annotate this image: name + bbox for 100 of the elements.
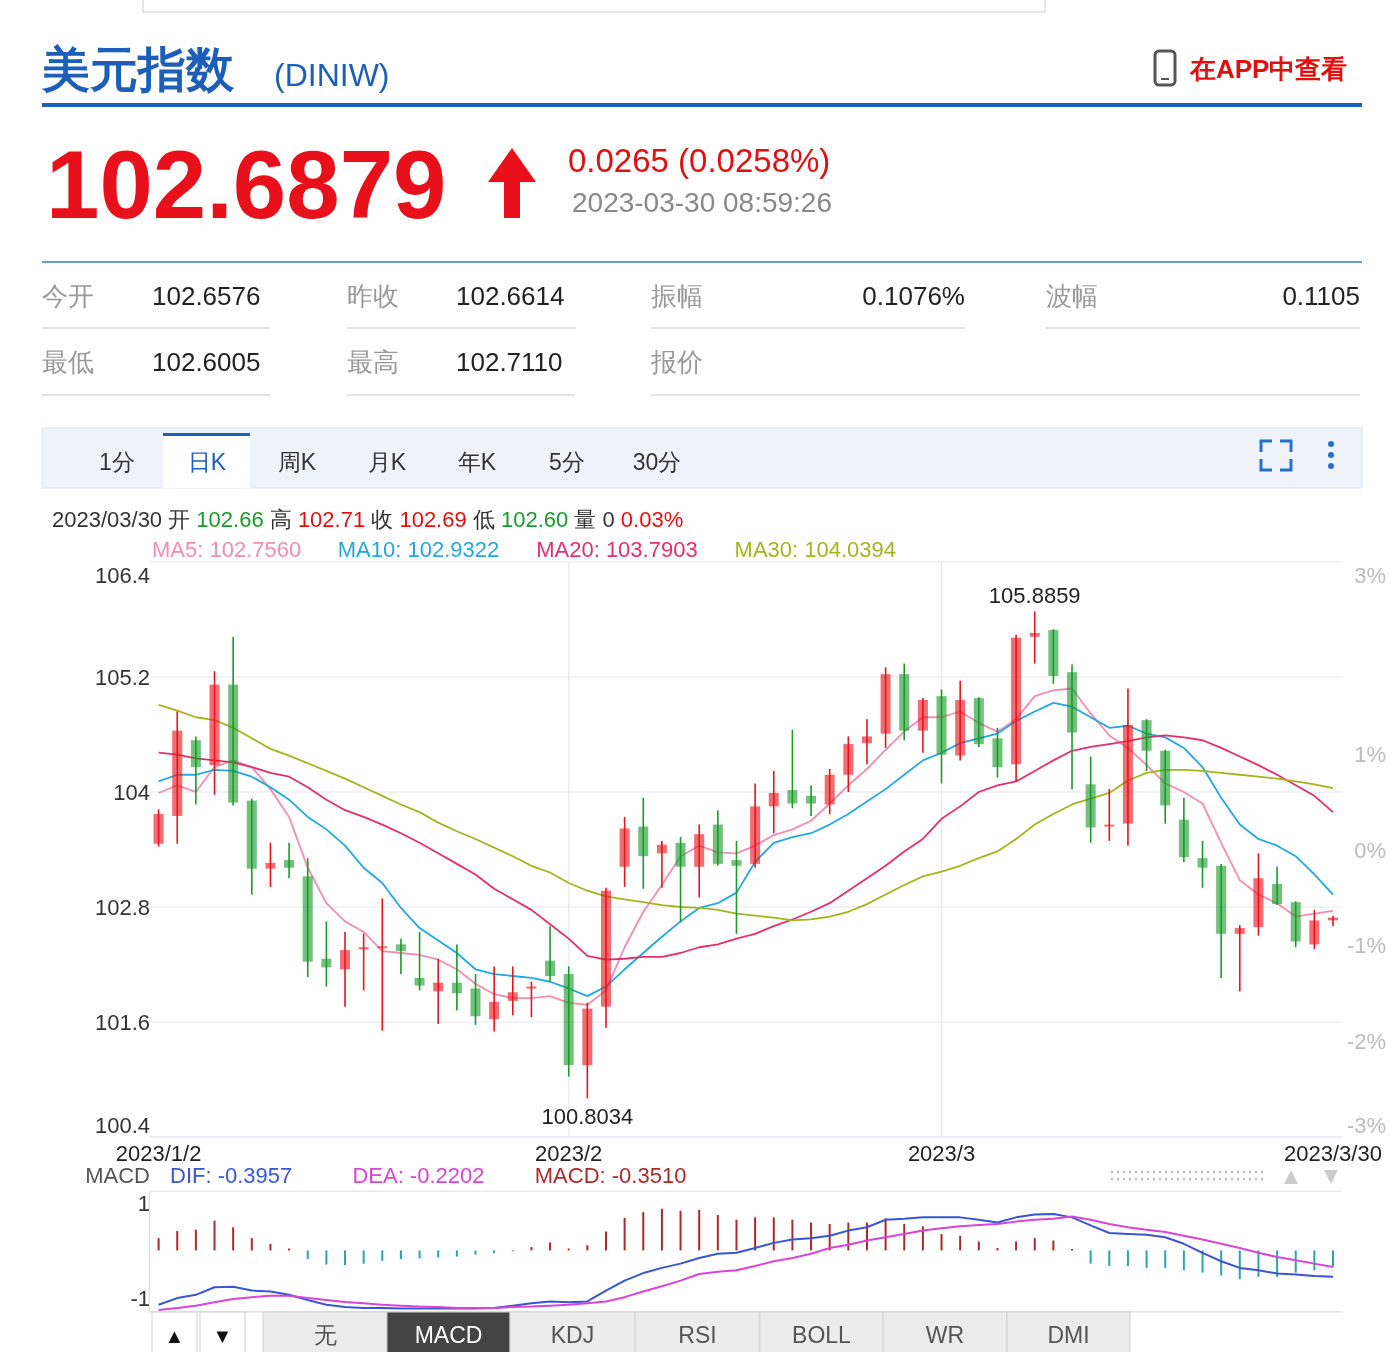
text: 102.6879 [46, 131, 447, 238]
bar [586, 1245, 589, 1251]
text: 102.6005 [152, 347, 261, 377]
text: 波幅 [1046, 281, 1098, 311]
bar [325, 1250, 328, 1265]
bar [250, 1238, 253, 1251]
bar [735, 1219, 738, 1251]
text: 日K [187, 449, 227, 475]
text: 2023-03-30 08:59:26 [572, 187, 832, 218]
text: 月K [367, 449, 407, 475]
bar [940, 1233, 943, 1251]
bar [362, 1250, 365, 1264]
y2-tick-label: -1% [1346, 933, 1386, 959]
y-tick-label: 106.4 [94, 563, 150, 588]
text: 报价 [650, 347, 703, 377]
bar [493, 1250, 496, 1254]
y-tick-label: 1 [137, 1191, 150, 1217]
y-tick-label: 100.4 [94, 1113, 150, 1138]
text: DEA: -0.2202 [352, 1163, 485, 1188]
y-tick-label: -1 [130, 1285, 150, 1311]
chart-subtitle: (DINIW) [274, 57, 390, 93]
bar [1108, 1250, 1111, 1266]
bar [1294, 1250, 1297, 1273]
bar [1015, 1241, 1018, 1251]
y-tick-label: 105.2 [94, 665, 150, 690]
bar [455, 1250, 458, 1257]
y-tick-label: 104 [113, 780, 150, 805]
text: MA5: 102.7560 [152, 537, 302, 562]
text: 昨收 [347, 281, 399, 311]
text: 最低 [42, 347, 94, 377]
text: MACD [414, 1322, 483, 1348]
text: WR [925, 1322, 965, 1348]
bar [660, 1208, 663, 1251]
text: 102.6576 [152, 281, 261, 311]
bar [1052, 1240, 1055, 1251]
bar [698, 1209, 701, 1251]
text: MA10: 102.9322 [337, 537, 500, 562]
bar [549, 1242, 552, 1251]
text: 在APP中查看 [1189, 54, 1348, 84]
bar [381, 1250, 384, 1261]
y2-tick-label: 0% [1354, 837, 1386, 863]
text: 30分 [632, 449, 682, 475]
bar [1033, 1238, 1036, 1251]
bar [959, 1235, 962, 1251]
y2-tick-label: -2% [1346, 1029, 1386, 1055]
text: DIF: -0.3957 [170, 1163, 293, 1188]
text: 102.6614 [456, 281, 565, 311]
bar [474, 1250, 477, 1255]
text: ▲ [164, 1325, 185, 1347]
bar [1164, 1250, 1167, 1268]
y2-tick-label: 3% [1354, 563, 1386, 588]
bar [977, 1241, 980, 1251]
bar [1201, 1250, 1204, 1273]
x-tick-label: 2023/3 [907, 1141, 976, 1166]
bar [176, 1231, 179, 1251]
bar [437, 1250, 440, 1258]
text: 周K [277, 449, 317, 475]
bar [604, 1231, 607, 1251]
bar [194, 1229, 197, 1251]
bar [269, 1243, 272, 1251]
annotation: 105.8859 [988, 583, 1081, 609]
bar [213, 1220, 216, 1251]
text: ▼ [212, 1325, 233, 1347]
text: 年K [457, 449, 497, 475]
text: 1分 [99, 449, 135, 475]
x-tick-label: 2023/1/2 [115, 1141, 202, 1166]
text: BOLL [792, 1322, 852, 1348]
text: 今开 [42, 281, 94, 311]
annotation: 100.8034 [541, 1104, 634, 1130]
bar [921, 1226, 924, 1251]
chart-title: MACD [85, 1163, 150, 1188]
bar [232, 1227, 235, 1251]
bar [344, 1250, 347, 1266]
bar [1332, 1250, 1334, 1267]
text: 最高 [347, 347, 399, 377]
y-tick-label: 101.6 [94, 1010, 150, 1035]
bar [1126, 1250, 1129, 1266]
text: 5分 [549, 449, 585, 475]
text: MA30: 104.0394 [734, 537, 897, 562]
bar [623, 1217, 626, 1251]
bar [1145, 1250, 1148, 1268]
text: KDJ [550, 1322, 595, 1348]
bar [772, 1217, 775, 1251]
bar [1238, 1250, 1241, 1280]
bar [754, 1217, 757, 1251]
text: DMI [1047, 1322, 1090, 1348]
bar [1182, 1250, 1185, 1271]
bar [791, 1219, 794, 1251]
bar [642, 1212, 645, 1251]
text: 2023/03/30 开 102.66 高 102.71 收 102.69 低 102.60 量 0 0.03% [52, 507, 684, 532]
text: 0.1076% [862, 281, 965, 311]
text: 0.1105 [1282, 281, 1360, 311]
bar [306, 1250, 309, 1259]
bar [1089, 1250, 1092, 1264]
bar [399, 1250, 402, 1259]
text: 102.7110 [456, 347, 563, 377]
y-tick-label: 102.8 [94, 895, 150, 920]
text: RSI [678, 1322, 717, 1348]
bar [157, 1238, 160, 1251]
text: 无 [313, 1322, 337, 1348]
